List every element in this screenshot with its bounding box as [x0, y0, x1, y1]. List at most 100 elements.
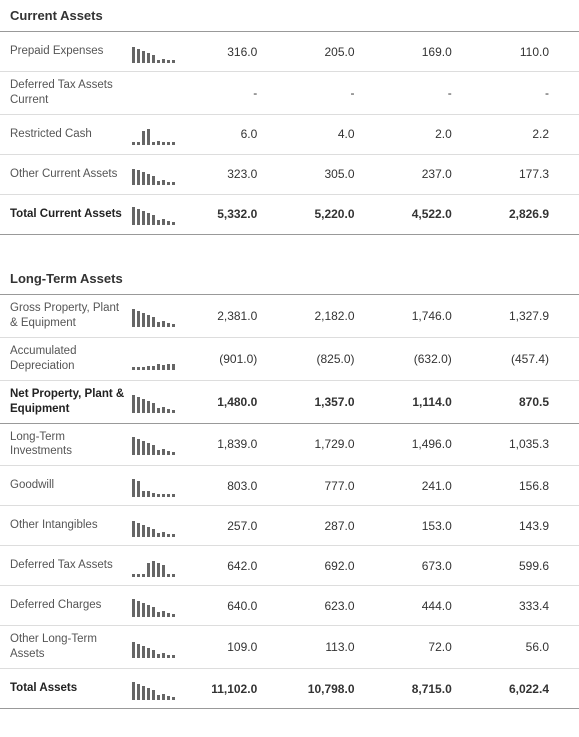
section-header: Current Assets [0, 0, 579, 32]
value-cell: 4,522.0 [385, 207, 482, 221]
table-row: Total Assets 11,102.010,798.08,715.06,022… [0, 669, 579, 709]
value-cell: - [190, 86, 287, 100]
value-cell: - [287, 86, 384, 100]
value-cell: (901.0) [190, 352, 287, 366]
value-cell: 287.0 [287, 519, 384, 533]
table-row: Long-Term Investments1,839.01,729.01,496… [0, 424, 579, 467]
value-cell: 2.0 [385, 127, 482, 141]
row-label: Total Assets [0, 681, 130, 696]
row-label: Other Current Assets [0, 167, 130, 182]
value-cell: 1,496.0 [385, 437, 482, 451]
value-cell: - [482, 86, 579, 100]
value-cell: 5,220.0 [287, 207, 384, 221]
value-cell: 599.6 [482, 559, 579, 573]
value-cell: 8,715.0 [385, 682, 482, 696]
row-label: Goodwill [0, 478, 130, 493]
value-cell: 4.0 [287, 127, 384, 141]
value-cell: 6,022.4 [482, 682, 579, 696]
value-cell: (457.4) [482, 352, 579, 366]
table-row: Gross Property, Plant & Equipment2,381.0… [0, 295, 579, 338]
financial-table: Current Assets Prepaid Expenses 316.0205.0… [0, 0, 579, 709]
value-cell: 169.0 [385, 45, 482, 59]
value-cell: - [385, 86, 482, 100]
value-cell: 623.0 [287, 599, 384, 613]
value-cell: 5,332.0 [190, 207, 287, 221]
value-cell: 673.0 [385, 559, 482, 573]
value-cell: 177.3 [482, 167, 579, 181]
row-label: Net Property, Plant & Equipment [0, 387, 130, 417]
sparkline-icon [130, 391, 190, 413]
sparkline-icon [130, 82, 190, 104]
value-cell: 640.0 [190, 599, 287, 613]
value-cell: 205.0 [287, 45, 384, 59]
value-cell: 10,798.0 [287, 682, 384, 696]
value-cell: 1,357.0 [287, 395, 384, 409]
value-cell: 1,746.0 [385, 309, 482, 323]
sparkline-icon [130, 678, 190, 700]
sparkline-icon [130, 555, 190, 577]
table-row: Net Property, Plant & Equipment1,480.01,… [0, 381, 579, 424]
value-cell: 257.0 [190, 519, 287, 533]
value-cell: 316.0 [190, 45, 287, 59]
sparkline-icon [130, 636, 190, 658]
value-cell: 305.0 [287, 167, 384, 181]
table-row: Deferred Tax Assets 642.0692.0673.0599.6 [0, 546, 579, 586]
row-label: Accumulated Depreciation [0, 344, 130, 374]
sparkline-icon [130, 433, 190, 455]
sparkline-icon [130, 203, 190, 225]
value-cell: 1,327.9 [482, 309, 579, 323]
value-cell: (825.0) [287, 352, 384, 366]
section-header: Long-Term Assets [0, 263, 579, 295]
table-row: Deferred Tax Assets Current---- [0, 72, 579, 115]
value-cell: 237.0 [385, 167, 482, 181]
sparkline-icon [130, 41, 190, 63]
row-label: Other Long-Term Assets [0, 632, 130, 662]
table-row: Deferred Charges 640.0623.0444.0333.4 [0, 586, 579, 626]
value-cell: 156.8 [482, 479, 579, 493]
row-label: Deferred Tax Assets [0, 558, 130, 573]
sparkline-icon [130, 163, 190, 185]
value-cell: 642.0 [190, 559, 287, 573]
value-cell: 110.0 [482, 45, 579, 59]
value-cell: 1,114.0 [385, 395, 482, 409]
value-cell: 1,480.0 [190, 395, 287, 409]
value-cell: 241.0 [385, 479, 482, 493]
value-cell: 333.4 [482, 599, 579, 613]
table-row: Goodwill803.0777.0241.0156.8 [0, 466, 579, 506]
value-cell: 2,381.0 [190, 309, 287, 323]
sparkline-icon [130, 475, 190, 497]
table-row: Other Current Assets 323.0305.0237.0177.3 [0, 155, 579, 195]
sparkline-icon [130, 515, 190, 537]
value-cell: 113.0 [287, 640, 384, 654]
value-cell: 1,035.3 [482, 437, 579, 451]
table-row: Prepaid Expenses 316.0205.0169.0110.0 [0, 32, 579, 72]
table-row: Accumulated Depreciation(901.0)(825.0)(6… [0, 338, 579, 381]
table-row: Total Current Assets5,332.05,220.04,522.… [0, 195, 579, 235]
value-cell: 444.0 [385, 599, 482, 613]
section-gap [0, 235, 579, 263]
value-cell: 11,102.0 [190, 682, 287, 696]
value-cell: 777.0 [287, 479, 384, 493]
sparkline-icon [130, 305, 190, 327]
row-label: Prepaid Expenses [0, 44, 130, 59]
value-cell: 870.5 [482, 395, 579, 409]
value-cell: 2.2 [482, 127, 579, 141]
row-label: Restricted Cash [0, 127, 130, 142]
value-cell: 56.0 [482, 640, 579, 654]
sparkline-icon [130, 595, 190, 617]
value-cell: 323.0 [190, 167, 287, 181]
value-cell: 2,826.9 [482, 207, 579, 221]
table-row: Restricted Cash 6.04.02.02.2 [0, 115, 579, 155]
row-label: Deferred Charges [0, 598, 130, 613]
row-label: Deferred Tax Assets Current [0, 78, 130, 108]
value-cell: 72.0 [385, 640, 482, 654]
value-cell: 109.0 [190, 640, 287, 654]
value-cell: 153.0 [385, 519, 482, 533]
value-cell: 692.0 [287, 559, 384, 573]
sparkline-icon [130, 348, 190, 370]
value-cell: 6.0 [190, 127, 287, 141]
row-label: Long-Term Investments [0, 430, 130, 460]
table-row: Other Intangibles 257.0287.0153.0143.9 [0, 506, 579, 546]
row-label: Other Intangibles [0, 518, 130, 533]
value-cell: 143.9 [482, 519, 579, 533]
